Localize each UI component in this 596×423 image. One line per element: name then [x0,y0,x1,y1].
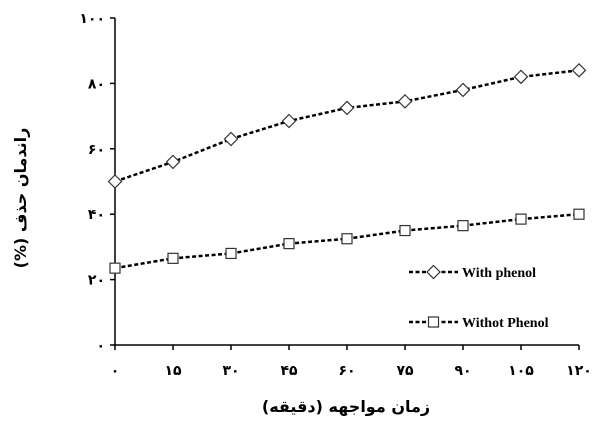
x-tick-label: ۱۰۵ [508,363,534,379]
data-point [399,224,411,237]
x-tick-label: ۶۰ [338,363,355,379]
y-tick-label: ۱۰۰ [79,11,105,27]
data-point [167,252,179,264]
series-without-phenol [109,208,585,274]
y-tick-label: ۴۰ [88,207,105,223]
data-point [223,131,239,147]
legend-label: With phenol [462,266,536,281]
data-point [455,82,471,98]
series-with-phenol [107,62,587,189]
y-tick-label: ۶۰ [88,142,105,158]
series-layer [107,62,587,274]
x-tick-label: ۳۰ [222,363,239,379]
data-point [225,247,237,260]
x-tick-label: ۴۵ [280,363,298,379]
series-line [114,69,580,183]
data-point [109,262,121,274]
x-tick-label: ۱۲۰ [566,363,592,379]
legend-marker [426,264,441,280]
data-point [397,94,413,109]
y-tick-label: ۲۰ [88,273,105,289]
x-tick-label: ۷۵ [396,363,414,379]
data-point [283,238,295,250]
y-axis-title: راندمان حذف (%) [11,128,30,269]
legend-label: Withot Phenol [462,316,549,331]
data-point [165,154,181,170]
data-point [515,213,527,225]
x-tick-label: ۹۰ [454,363,471,379]
x-tick-label: ۰ [111,363,120,379]
data-point [339,100,355,116]
legend: With phenol Withot Phenol [409,264,549,331]
axes: ۰ ۲۰ ۴۰ ۶۰ ۸۰ ۱۰۰ ۰ ۱۵ ۳۰ ۴۵ ۶۰ ۷۵ ۹۰ ۱۰۵ ۱۲۰ [79,11,591,379]
x-axis-title: زمان مواجهه (دقیقه) [262,397,430,416]
legend-marker [427,316,440,328]
data-point [513,69,529,85]
data-point [107,174,123,189]
data-point [281,113,297,129]
data-point [341,233,353,245]
data-point [573,208,585,220]
data-point [457,220,469,232]
y-tick-label: ۸۰ [88,76,105,92]
y-tick-label: ۰ [96,338,105,354]
x-tick-label: ۱۵ [164,363,182,379]
data-point [571,62,587,78]
